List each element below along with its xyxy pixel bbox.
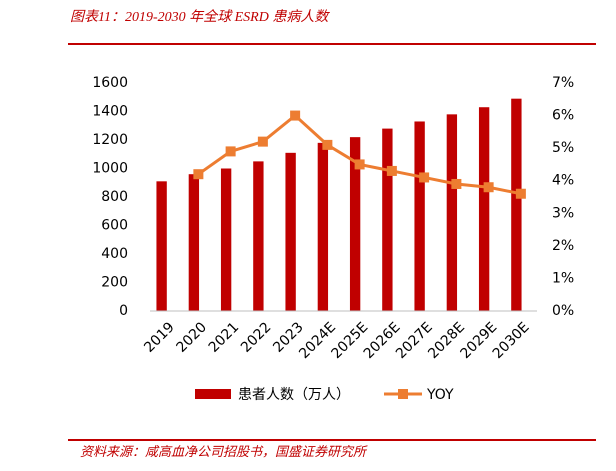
x-tick-label: 2030E bbox=[490, 319, 533, 362]
bar bbox=[285, 152, 296, 311]
bar bbox=[188, 174, 200, 311]
bar bbox=[220, 168, 232, 311]
line-marker bbox=[354, 159, 365, 170]
x-tick-label: 2019 bbox=[141, 319, 178, 356]
line-marker bbox=[193, 169, 204, 180]
y2-tick-label: 3% bbox=[552, 205, 574, 221]
line-marker bbox=[515, 188, 526, 199]
x-tick-label: 2022 bbox=[238, 319, 275, 356]
y-tick-label: 1200 bbox=[92, 132, 128, 148]
y-tick-label: 1400 bbox=[92, 104, 128, 120]
legend-label: YOY bbox=[426, 387, 454, 403]
line-marker bbox=[322, 139, 333, 150]
y-tick-label: 800 bbox=[101, 189, 128, 205]
y-tick-label: 200 bbox=[101, 275, 128, 291]
line-marker bbox=[257, 136, 268, 147]
chart-title: 图表11：2019-2030 年全球 ESRD 患病人数 bbox=[70, 9, 330, 25]
line-marker bbox=[451, 178, 462, 189]
y2-tick-label: 2% bbox=[552, 238, 574, 254]
bar bbox=[382, 128, 393, 311]
legend-label: 患者人数（万人） bbox=[238, 387, 350, 403]
legend-swatch bbox=[398, 389, 408, 399]
bar bbox=[414, 121, 425, 311]
y-tick-label: 0 bbox=[119, 303, 128, 319]
y2-tick-label: 6% bbox=[552, 108, 574, 124]
bar bbox=[511, 98, 522, 311]
line-marker bbox=[290, 110, 301, 121]
y-tick-label: 400 bbox=[101, 246, 128, 262]
x-tick-label: 2021 bbox=[206, 319, 243, 356]
y-tick-label: 1600 bbox=[92, 75, 128, 91]
y2-tick-label: 4% bbox=[552, 173, 574, 189]
line-marker bbox=[386, 165, 397, 176]
line-marker bbox=[225, 146, 236, 157]
line-marker bbox=[483, 182, 494, 193]
x-tick-label: 2020 bbox=[174, 319, 211, 356]
bar bbox=[253, 161, 264, 311]
y2-tick-label: 5% bbox=[552, 140, 574, 156]
y2-tick-label: 0% bbox=[552, 303, 574, 319]
source-note: 资料来源：咸高血净公司招股书，国盛证券研究所 bbox=[80, 444, 368, 459]
bar bbox=[156, 181, 167, 311]
y2-tick-label: 7% bbox=[552, 75, 574, 91]
bar bbox=[478, 107, 490, 311]
line-marker bbox=[419, 172, 430, 183]
y-tick-label: 600 bbox=[101, 218, 128, 234]
bar bbox=[446, 114, 458, 311]
y-tick-label: 1000 bbox=[92, 161, 128, 177]
bar bbox=[317, 142, 329, 311]
bar bbox=[349, 137, 361, 311]
y2-tick-label: 1% bbox=[552, 270, 574, 286]
legend-swatch bbox=[195, 389, 231, 399]
